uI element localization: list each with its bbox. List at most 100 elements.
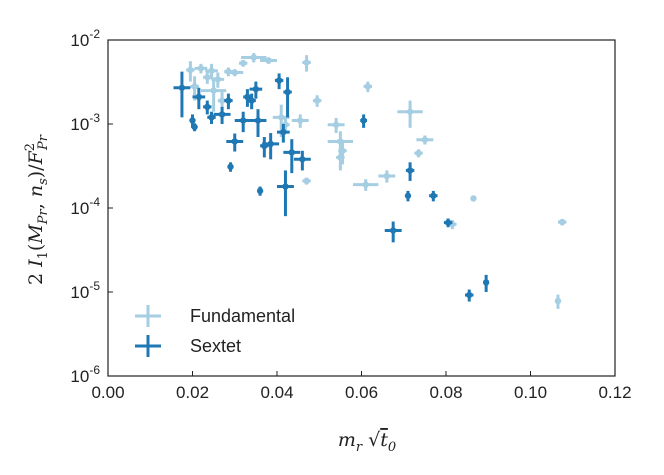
y-tick-label: 10-3 bbox=[70, 111, 100, 134]
point-marker bbox=[265, 57, 272, 64]
legend-entry-fundamental: Fundamental bbox=[135, 305, 295, 327]
legend-label: Sextet bbox=[190, 336, 241, 356]
data-point bbox=[293, 150, 311, 171]
point-marker bbox=[248, 97, 255, 104]
data-point bbox=[336, 147, 345, 171]
data-point bbox=[353, 179, 379, 191]
point-marker bbox=[558, 218, 566, 226]
point-marker bbox=[275, 77, 283, 84]
point-marker bbox=[406, 167, 414, 174]
data-point bbox=[186, 61, 195, 82]
point-marker bbox=[282, 183, 289, 190]
data-point bbox=[465, 289, 474, 302]
y-tick-label: 10-4 bbox=[70, 195, 100, 218]
point-marker bbox=[231, 69, 238, 76]
legend-label: Fundamental bbox=[190, 306, 295, 326]
y-tick-label: 10-2 bbox=[70, 27, 100, 50]
data-point bbox=[224, 93, 233, 110]
point-marker bbox=[250, 54, 257, 61]
data-point bbox=[482, 274, 490, 292]
data-point bbox=[203, 100, 212, 115]
data-point bbox=[260, 137, 269, 158]
data-point bbox=[443, 218, 453, 228]
x-axis-label: mr √t0 bbox=[338, 429, 396, 455]
point-marker bbox=[218, 111, 226, 118]
y-axis-label: 2 I1(MPr, ns)/F2Pr bbox=[23, 134, 51, 285]
point-marker bbox=[284, 88, 291, 96]
data-point bbox=[227, 162, 234, 172]
point-marker bbox=[360, 117, 367, 124]
data-point bbox=[256, 186, 264, 196]
data-point bbox=[302, 55, 311, 72]
point-marker bbox=[254, 117, 262, 124]
data-point bbox=[557, 218, 567, 226]
point-marker bbox=[364, 83, 372, 90]
point-marker bbox=[406, 108, 414, 115]
data-point bbox=[312, 95, 322, 107]
series-sextet bbox=[173, 71, 490, 302]
data-point bbox=[277, 124, 290, 143]
point-marker bbox=[288, 149, 295, 156]
data-point bbox=[283, 139, 301, 174]
x-tick-label: 0.00 bbox=[91, 383, 124, 402]
data-point bbox=[200, 77, 227, 112]
data-point bbox=[191, 123, 198, 132]
point-marker bbox=[187, 66, 194, 74]
point-marker bbox=[240, 117, 247, 124]
point-marker bbox=[466, 291, 473, 299]
point-marker bbox=[337, 154, 344, 161]
point-marker bbox=[299, 156, 306, 163]
data-point bbox=[414, 149, 423, 158]
point-marker bbox=[278, 114, 285, 121]
data-point bbox=[262, 133, 280, 160]
data-point bbox=[247, 93, 256, 110]
point-marker bbox=[225, 97, 232, 104]
point-marker bbox=[231, 138, 238, 145]
point-marker bbox=[470, 195, 477, 202]
data-point bbox=[192, 87, 206, 110]
point-marker bbox=[482, 279, 490, 286]
point-marker bbox=[362, 181, 369, 188]
data-point bbox=[226, 133, 244, 152]
point-marker bbox=[303, 59, 310, 66]
data-point bbox=[234, 111, 252, 133]
x-tick-label: 0.08 bbox=[429, 383, 462, 402]
data-point bbox=[416, 135, 434, 145]
data-point bbox=[207, 111, 216, 124]
data-point bbox=[291, 114, 309, 128]
point-marker bbox=[191, 123, 198, 131]
point-marker bbox=[554, 297, 562, 305]
point-marker bbox=[303, 177, 310, 185]
data-point bbox=[194, 63, 208, 74]
data-point bbox=[211, 72, 225, 88]
point-marker bbox=[332, 121, 340, 128]
point-marker bbox=[191, 83, 198, 90]
series-fundamental bbox=[186, 53, 567, 309]
x-tick-label: 0.10 bbox=[514, 383, 547, 402]
legend: Fundamental Sextet bbox=[135, 305, 295, 357]
data-point bbox=[360, 114, 367, 128]
data-point bbox=[302, 177, 311, 185]
point-marker bbox=[313, 97, 321, 104]
legend-entry-sextet: Sextet bbox=[135, 335, 241, 357]
point-marker bbox=[197, 65, 205, 72]
point-marker bbox=[189, 117, 196, 124]
data-point bbox=[470, 195, 477, 202]
data-point bbox=[260, 57, 277, 64]
x-tick-label: 0.06 bbox=[345, 383, 378, 402]
point-marker bbox=[252, 85, 260, 93]
data-point bbox=[397, 100, 423, 128]
y-tick-label: 10-6 bbox=[70, 363, 100, 386]
x-tick-label: 0.04 bbox=[260, 383, 293, 402]
data-point bbox=[378, 170, 396, 183]
data-point bbox=[277, 170, 294, 217]
data-point bbox=[429, 190, 438, 202]
y-axis: 10-6 10-5 10-4 10-3 10-2 bbox=[70, 27, 113, 386]
point-marker bbox=[240, 59, 247, 67]
point-marker bbox=[444, 219, 452, 226]
point-marker bbox=[208, 67, 215, 74]
point-marker bbox=[204, 103, 211, 111]
point-marker bbox=[421, 136, 429, 143]
point-marker bbox=[389, 227, 397, 234]
data-point bbox=[213, 106, 231, 124]
